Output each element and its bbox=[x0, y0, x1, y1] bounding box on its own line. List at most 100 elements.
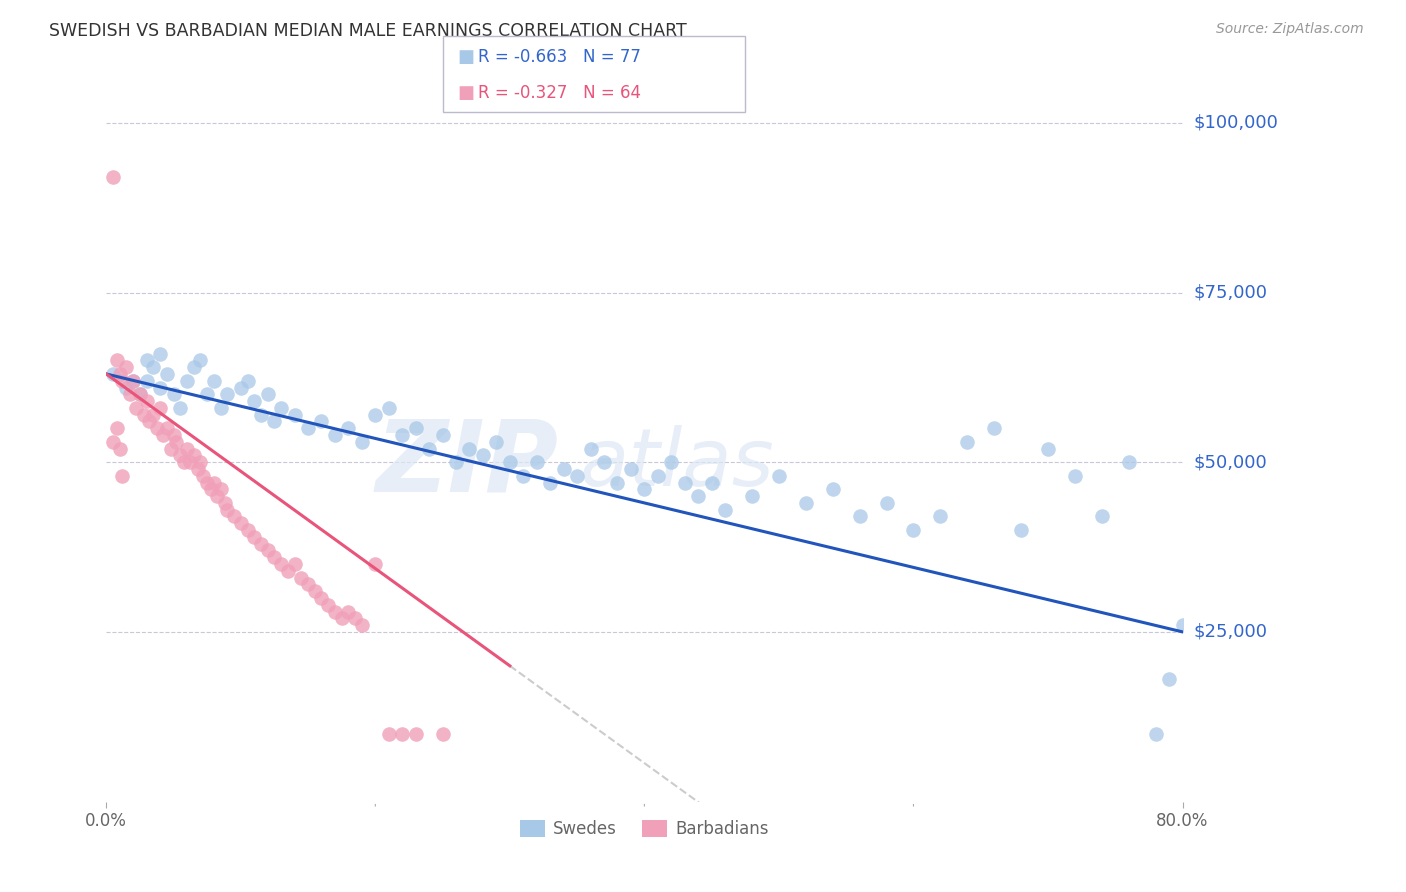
Point bbox=[418, 442, 440, 456]
Point bbox=[270, 557, 292, 571]
Point bbox=[111, 374, 134, 388]
Point bbox=[128, 387, 150, 401]
Point bbox=[956, 434, 979, 449]
Point bbox=[101, 170, 124, 185]
Point bbox=[311, 415, 333, 429]
Point bbox=[1036, 442, 1059, 456]
Point bbox=[236, 523, 259, 537]
Point bbox=[565, 468, 588, 483]
Point bbox=[1157, 673, 1180, 687]
Point bbox=[768, 468, 790, 483]
Point bbox=[217, 502, 239, 516]
Text: ■: ■ bbox=[457, 84, 474, 102]
Point bbox=[152, 428, 174, 442]
Point bbox=[156, 367, 179, 381]
Point bbox=[1064, 468, 1087, 483]
Point bbox=[432, 428, 454, 442]
Point bbox=[485, 434, 508, 449]
Point bbox=[364, 408, 387, 422]
Point bbox=[149, 401, 172, 415]
Point bbox=[391, 727, 413, 741]
Point bbox=[159, 442, 181, 456]
Point bbox=[297, 421, 319, 435]
Point bbox=[209, 483, 232, 497]
Point bbox=[290, 571, 312, 585]
Point bbox=[606, 475, 628, 490]
Point bbox=[222, 509, 245, 524]
Point bbox=[101, 434, 124, 449]
Text: R = -0.327   N = 64: R = -0.327 N = 64 bbox=[478, 84, 641, 102]
Point bbox=[444, 455, 467, 469]
Point bbox=[714, 502, 737, 516]
Point bbox=[183, 360, 205, 375]
Point bbox=[115, 380, 138, 394]
Point bbox=[350, 618, 373, 632]
Point bbox=[512, 468, 534, 483]
Point bbox=[135, 353, 157, 368]
Point bbox=[277, 564, 299, 578]
Point bbox=[405, 727, 427, 741]
Point bbox=[101, 367, 124, 381]
Text: $50,000: $50,000 bbox=[1194, 453, 1267, 471]
Point bbox=[270, 401, 292, 415]
Point bbox=[256, 387, 278, 401]
Point bbox=[243, 530, 266, 544]
Point bbox=[330, 611, 353, 625]
Point bbox=[794, 496, 817, 510]
Point bbox=[138, 415, 160, 429]
Point bbox=[195, 475, 218, 490]
Point bbox=[176, 374, 198, 388]
Point bbox=[323, 428, 346, 442]
Point bbox=[122, 374, 145, 388]
Point bbox=[111, 468, 134, 483]
Text: SWEDISH VS BARBADIAN MEDIAN MALE EARNINGS CORRELATION CHART: SWEDISH VS BARBADIAN MEDIAN MALE EARNING… bbox=[49, 22, 688, 40]
Point bbox=[323, 605, 346, 619]
Point bbox=[149, 380, 172, 394]
Point bbox=[122, 374, 145, 388]
Point bbox=[195, 387, 218, 401]
Point bbox=[903, 523, 925, 537]
Point bbox=[1118, 455, 1140, 469]
Text: $100,000: $100,000 bbox=[1194, 114, 1278, 132]
Point bbox=[108, 367, 131, 381]
Point bbox=[263, 550, 285, 565]
Point bbox=[217, 387, 239, 401]
Text: ZIP: ZIP bbox=[375, 416, 558, 513]
Point bbox=[876, 496, 898, 510]
Point bbox=[350, 434, 373, 449]
Point bbox=[200, 483, 222, 497]
Legend: Swedes, Barbadians: Swedes, Barbadians bbox=[513, 813, 776, 845]
Point bbox=[304, 584, 326, 599]
Point bbox=[125, 401, 148, 415]
Point bbox=[364, 557, 387, 571]
Point bbox=[929, 509, 952, 524]
Point bbox=[149, 346, 172, 360]
Point bbox=[848, 509, 870, 524]
Text: $75,000: $75,000 bbox=[1194, 284, 1268, 301]
Point bbox=[538, 475, 561, 490]
Point bbox=[673, 475, 696, 490]
Point bbox=[236, 374, 259, 388]
Point bbox=[620, 462, 643, 476]
Point bbox=[553, 462, 575, 476]
Point bbox=[202, 475, 225, 490]
Point bbox=[344, 611, 367, 625]
Point bbox=[156, 421, 179, 435]
Point bbox=[202, 374, 225, 388]
Point bbox=[284, 408, 307, 422]
Point bbox=[105, 421, 128, 435]
Point bbox=[146, 421, 169, 435]
Point bbox=[173, 455, 195, 469]
Point bbox=[647, 468, 669, 483]
Point bbox=[105, 353, 128, 368]
Point bbox=[284, 557, 307, 571]
Point bbox=[593, 455, 616, 469]
Point bbox=[1010, 523, 1032, 537]
Point bbox=[405, 421, 427, 435]
Text: atlas: atlas bbox=[579, 425, 775, 503]
Point bbox=[458, 442, 481, 456]
Point bbox=[214, 496, 236, 510]
Point bbox=[741, 489, 763, 503]
Point bbox=[176, 442, 198, 456]
Point bbox=[183, 449, 205, 463]
